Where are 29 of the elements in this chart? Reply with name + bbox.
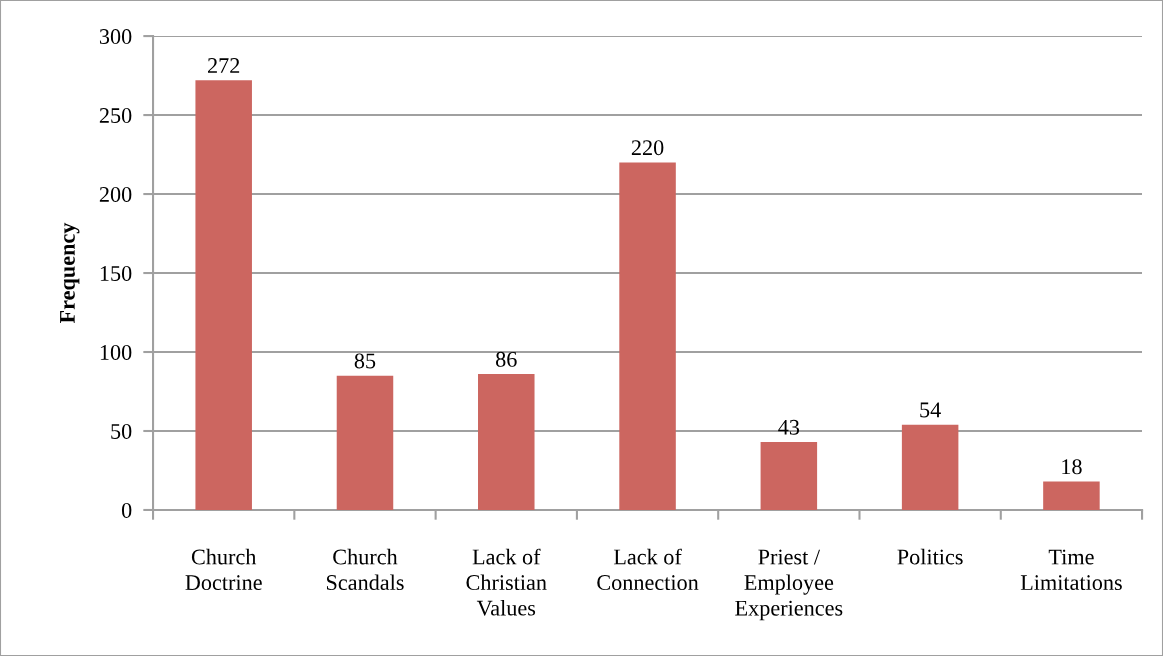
data-label: 86 — [496, 351, 517, 367]
data-label: 18 — [1062, 459, 1082, 475]
y-tick-label: 250 — [99, 107, 132, 123]
x-tick-label: Time Limitations — [1020, 549, 1122, 591]
y-tick-label: 300 — [99, 29, 132, 45]
x-tick-label: Church Scandals — [326, 548, 404, 591]
y-tick-label: 50 — [111, 423, 132, 439]
data-label: 85 — [354, 353, 376, 369]
x-tick-label: Lack of Christian Values — [466, 548, 547, 616]
data-label: 272 — [208, 58, 240, 73]
y-axis-title: Frequency — [60, 222, 80, 324]
x-tick-label: Priest / Employee Experiences — [735, 549, 843, 621]
data-label: 43 — [778, 419, 800, 435]
bar — [195, 80, 252, 510]
y-tick-label: 0 — [121, 502, 132, 518]
bar — [760, 442, 818, 510]
data-label: 220 — [631, 140, 664, 156]
bar — [478, 374, 535, 510]
bar — [619, 162, 676, 510]
y-tick-label: 100 — [100, 344, 132, 360]
y-tick-label: 200 — [99, 186, 132, 202]
data-label: 54 — [920, 402, 941, 418]
y-tick-label: 150 — [100, 265, 132, 281]
bar — [1043, 481, 1100, 510]
bar — [336, 375, 394, 510]
x-tick-label: Church Doctrine — [185, 548, 262, 591]
x-tick-label: Lack of Connection — [597, 548, 699, 591]
bar — [901, 424, 959, 510]
x-tick-label: Politics — [897, 548, 963, 565]
